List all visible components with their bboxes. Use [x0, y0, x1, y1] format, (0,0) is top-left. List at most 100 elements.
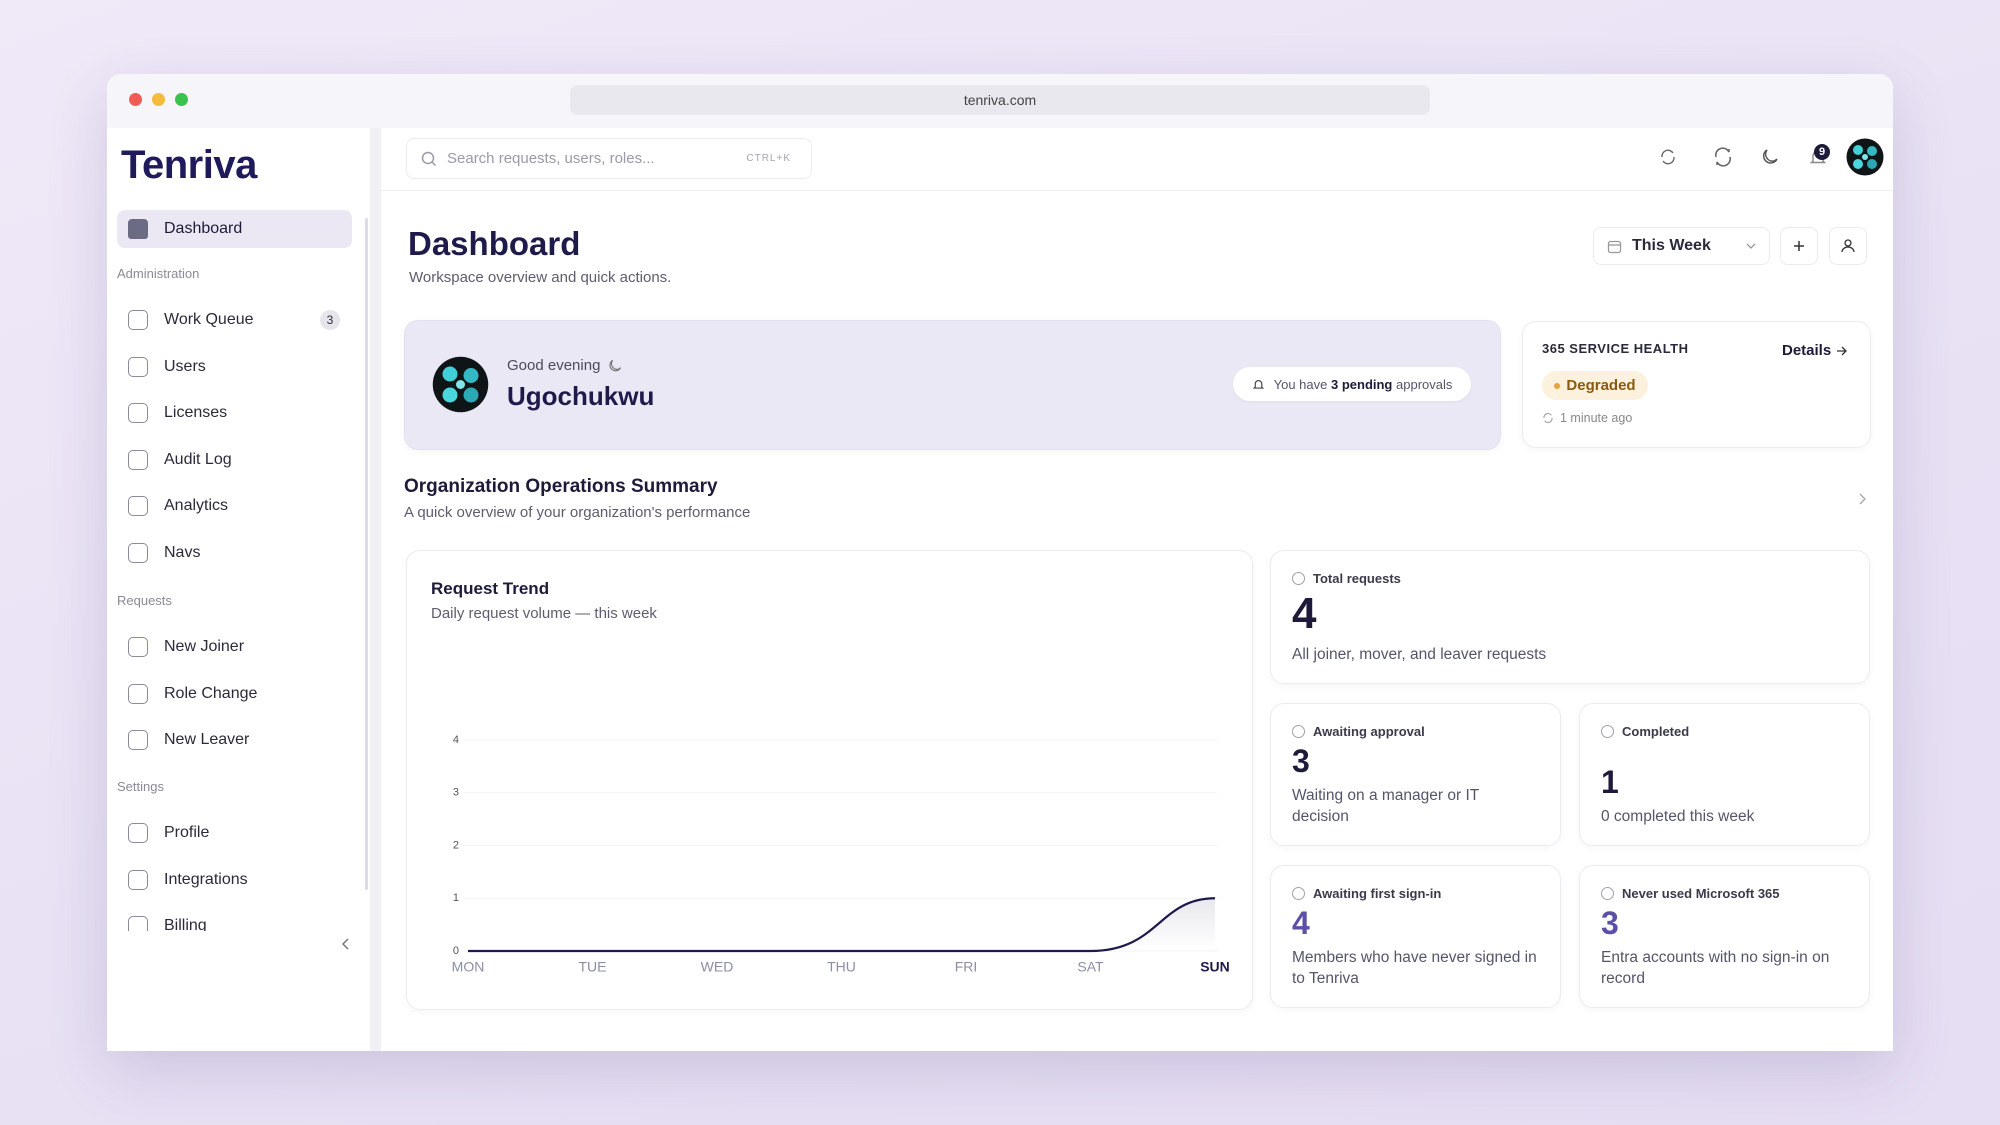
stat-label-text: Awaiting first sign-in — [1313, 886, 1442, 901]
status-dot — [1554, 382, 1561, 389]
section-label: Settings — [117, 779, 164, 794]
x-tick-label: FRI — [955, 959, 978, 975]
theme-button[interactable] — [1753, 140, 1787, 174]
nav-item[interactable]: Analytics — [117, 487, 352, 525]
chart-card: Request Trend Daily request volume — thi… — [406, 550, 1253, 1010]
line-area — [468, 898, 1215, 951]
y-tick-label: 0 — [453, 945, 459, 957]
sync-icon — [1543, 413, 1553, 423]
nav-label: Licenses — [164, 404, 228, 421]
nav-icon — [128, 916, 148, 931]
stat-label: Never used Microsoft 365 — [1601, 886, 1849, 901]
health-details-link[interactable]: Details — [1782, 342, 1848, 359]
stat-icon — [1292, 887, 1305, 900]
nav-item[interactable]: Licenses — [117, 394, 352, 432]
sidebar — [107, 128, 370, 1051]
collapse-sidebar[interactable] — [333, 931, 359, 957]
nav-label: Navs — [164, 543, 201, 561]
greeting-line: Good evening — [507, 357, 623, 374]
nav-item[interactable]: Dashboard — [117, 210, 352, 248]
user-icon — [1841, 239, 1855, 253]
nav-item[interactable]: Profile — [117, 814, 352, 852]
refresh-icon — [1715, 147, 1731, 167]
stat-card: Never used Microsoft 365 3 Entra accounts … — [1579, 865, 1870, 1008]
stat-label-text: Completed — [1622, 724, 1690, 739]
search-box[interactable]: Search requests, users, roles... CTRL+K — [406, 138, 812, 179]
sync-button[interactable] — [1651, 140, 1685, 174]
range-select[interactable]: This Week — [1593, 227, 1770, 265]
close-dot[interactable] — [129, 93, 142, 106]
pending-pill[interactable]: You have 3 pending approvals — [1233, 367, 1471, 401]
y-tick-label: 3 — [453, 787, 459, 799]
moon-icon — [1762, 149, 1778, 164]
nav-icon — [128, 823, 148, 843]
nav-item[interactable]: Navs — [117, 534, 352, 572]
pending-count: 3 pending — [1330, 376, 1393, 392]
chart-subtitle: Daily request volume — this week — [431, 605, 657, 622]
x-tick-label: TUE — [579, 959, 607, 975]
nav-item[interactable]: Audit Log — [117, 441, 352, 479]
topbar-divider — [381, 190, 1893, 191]
nav-label: Integrations — [164, 870, 248, 888]
sync-icon — [1661, 149, 1675, 165]
bell-icon — [1252, 379, 1264, 389]
chevron-left — [341, 938, 349, 950]
nav-item[interactable]: Work Queue 3 — [117, 301, 352, 339]
plus-icon — [1794, 241, 1804, 251]
stat-card: Total requests 4 All joiner, mover, and le… — [1270, 550, 1870, 684]
nav-item[interactable]: New Joiner — [117, 628, 352, 666]
stat-description: All joiner, mover, and leaver requests — [1292, 646, 1547, 663]
nav-item[interactable]: Integrations — [117, 861, 352, 899]
nav-label: Billing — [164, 917, 207, 931]
chevron-down — [1746, 243, 1756, 249]
stat-description: Members who have never signed in to Tenr… — [1292, 949, 1537, 987]
nav-label: New Leaver — [164, 731, 250, 748]
stat-description: Entra accounts with no sign-in on record — [1601, 949, 1830, 987]
stat-card: Awaiting approval 3 Waiting on a manager o… — [1270, 703, 1561, 846]
health-status: Degraded — [1542, 371, 1648, 400]
y-tick-label: 2 — [453, 839, 459, 851]
stat-value: 3 — [1292, 743, 1310, 779]
search-shortcut: CTRL+K — [746, 153, 791, 164]
x-tick-label: SAT — [1077, 959, 1104, 975]
nav-icon — [128, 542, 148, 563]
chart-title: Request Trend — [431, 579, 550, 598]
summary-chevron[interactable] — [1855, 491, 1869, 507]
refresh-button[interactable] — [1706, 140, 1740, 174]
x-tick-label: WED — [701, 959, 734, 975]
nav-item[interactable]: Role Change — [117, 675, 352, 713]
minimize-dot[interactable] — [152, 93, 165, 106]
nav-icon — [128, 496, 148, 516]
add-button[interactable] — [1780, 227, 1818, 265]
updated-label: 1 minute ago — [1560, 411, 1633, 425]
user-name: Ugochukwu — [507, 381, 655, 411]
nav-label: Profile — [164, 824, 210, 841]
url-bar[interactable]: tenriva.com — [570, 85, 1430, 115]
summary-subtitle: A quick overview of your organization's … — [404, 504, 751, 521]
nav-item[interactable]: New Leaver — [117, 721, 352, 759]
nav-item[interactable]: Billing — [117, 907, 352, 931]
stat-icon — [1601, 725, 1614, 738]
maximize-dot[interactable] — [175, 93, 188, 106]
stat-icon — [1292, 572, 1305, 585]
nav-icon — [128, 219, 148, 239]
search-icon — [421, 151, 437, 167]
stat-label: Awaiting approval — [1292, 724, 1540, 739]
status-label: Degraded — [1566, 377, 1636, 394]
health-title: 365 SERVICE HEALTH — [1542, 341, 1689, 356]
nav-label: Users — [164, 357, 206, 375]
nav-icon — [128, 310, 148, 330]
y-tick-label: 4 — [453, 734, 459, 746]
user-button[interactable] — [1829, 227, 1867, 265]
x-tick-label: SUN — [1200, 959, 1230, 975]
pending-suffix: approvals — [1396, 376, 1453, 392]
pending-prefix: You have — [1273, 376, 1328, 392]
sidebar-scrollbar[interactable] — [365, 218, 368, 890]
nav-item[interactable]: Users — [117, 348, 352, 386]
logo[interactable]: Tenriva — [121, 143, 257, 187]
notification-badge: 9 — [1814, 144, 1830, 160]
details-label: Details — [1782, 342, 1832, 359]
stat-label: Awaiting first sign-in — [1292, 886, 1540, 901]
user-avatar[interactable] — [1846, 138, 1884, 176]
